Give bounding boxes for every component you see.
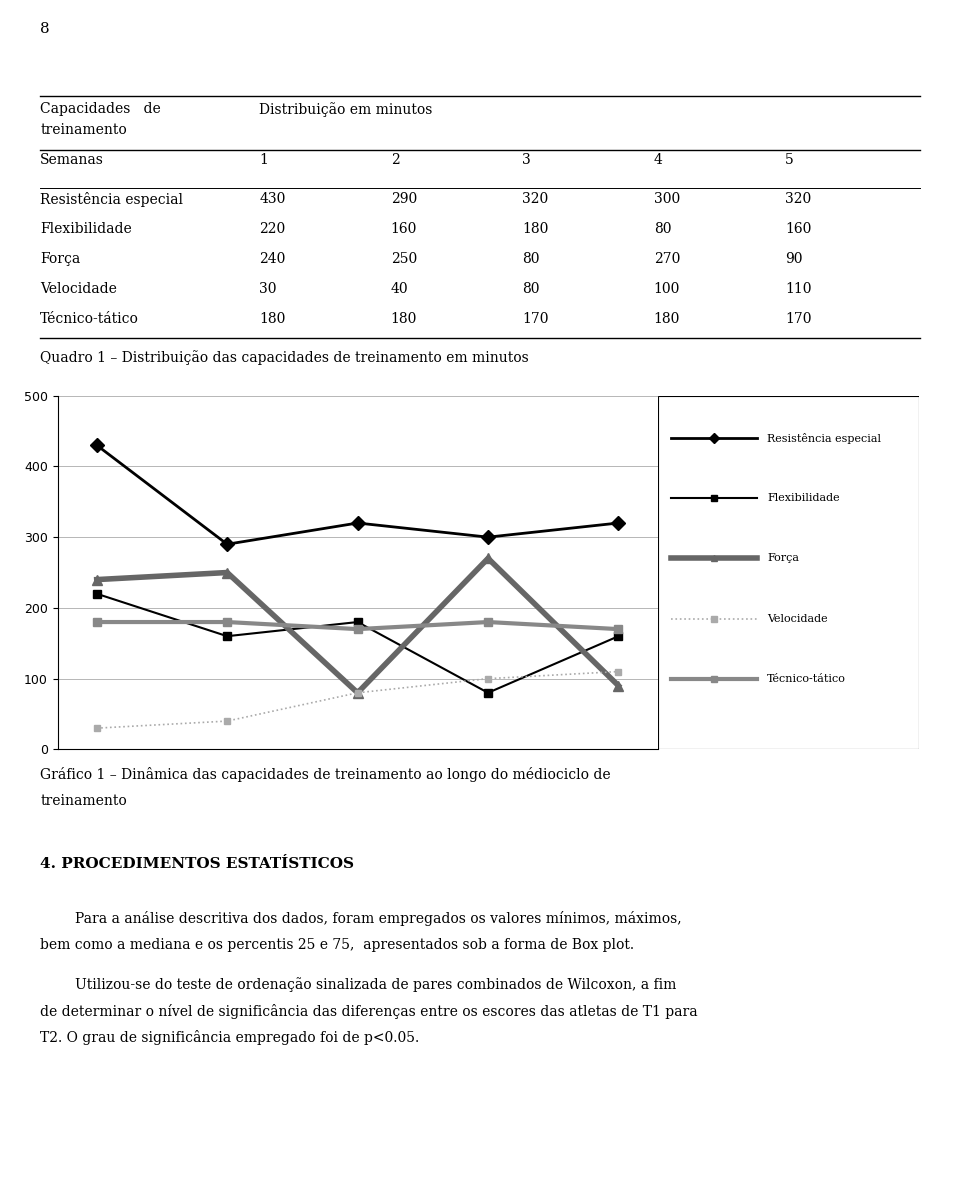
Text: 30: 30 xyxy=(259,282,276,296)
Text: 180: 180 xyxy=(654,312,680,326)
Text: 160: 160 xyxy=(391,222,417,236)
Text: Velocidade: Velocidade xyxy=(767,614,828,623)
Text: 290: 290 xyxy=(391,192,417,206)
Text: Força: Força xyxy=(767,554,800,564)
Text: 90: 90 xyxy=(785,252,803,266)
Text: Para a análise descritiva dos dados, foram empregados os valores mínimos, máximo: Para a análise descritiva dos dados, for… xyxy=(40,911,682,927)
Text: 180: 180 xyxy=(391,312,417,326)
Text: T2. O grau de significância empregado foi de p<0.05.: T2. O grau de significância empregado fo… xyxy=(40,1030,420,1046)
Text: 80: 80 xyxy=(522,282,540,296)
Text: 4: 4 xyxy=(654,153,662,168)
Text: 180: 180 xyxy=(522,222,548,236)
Text: 270: 270 xyxy=(654,252,680,266)
Text: 180: 180 xyxy=(259,312,285,326)
Text: 3: 3 xyxy=(522,153,531,168)
Text: 5: 5 xyxy=(785,153,794,168)
Text: Resistência especial: Resistência especial xyxy=(40,192,183,207)
Text: 170: 170 xyxy=(785,312,812,326)
Text: 2: 2 xyxy=(391,153,399,168)
Text: Resistência especial: Resistência especial xyxy=(767,433,881,444)
Text: 250: 250 xyxy=(391,252,417,266)
Text: Velocidade: Velocidade xyxy=(40,282,117,296)
Text: 320: 320 xyxy=(785,192,811,206)
Text: 170: 170 xyxy=(522,312,549,326)
Text: Capacidades   de: Capacidades de xyxy=(40,102,161,116)
Text: Semanas: Semanas xyxy=(40,153,105,168)
Text: Flexibilidade: Flexibilidade xyxy=(767,493,840,504)
Text: 80: 80 xyxy=(522,252,540,266)
Text: 110: 110 xyxy=(785,282,812,296)
Text: 220: 220 xyxy=(259,222,285,236)
Text: 160: 160 xyxy=(785,222,811,236)
Text: treinamento: treinamento xyxy=(40,794,127,808)
Text: Técnico-tático: Técnico-tático xyxy=(767,674,846,683)
Text: 80: 80 xyxy=(654,222,671,236)
Text: treinamento: treinamento xyxy=(40,123,127,138)
Text: de determinar o nível de significância das diferenças entre os escores das atlet: de determinar o nível de significância d… xyxy=(40,1004,698,1019)
Text: 240: 240 xyxy=(259,252,285,266)
Text: Técnico-tático: Técnico-tático xyxy=(40,312,139,326)
Text: 40: 40 xyxy=(391,282,408,296)
Text: 100: 100 xyxy=(654,282,680,296)
Text: 300: 300 xyxy=(654,192,680,206)
Text: Distribuição em minutos: Distribuição em minutos xyxy=(259,102,433,116)
Text: Quadro 1 – Distribuição das capacidades de treinamento em minutos: Quadro 1 – Distribuição das capacidades … xyxy=(40,350,529,364)
Text: Flexibilidade: Flexibilidade xyxy=(40,222,132,236)
Text: 320: 320 xyxy=(522,192,548,206)
Text: Força: Força xyxy=(40,252,81,266)
Text: 1: 1 xyxy=(259,153,268,168)
Text: Utilizou-se do teste de ordenação sinalizada de pares combinados de Wilcoxon, a : Utilizou-se do teste de ordenação sinali… xyxy=(40,977,677,992)
Text: Gráfico 1 – Dinâmica das capacidades de treinamento ao longo do médiociclo de: Gráfico 1 – Dinâmica das capacidades de … xyxy=(40,767,611,783)
Text: 8: 8 xyxy=(40,22,50,36)
Text: bem como a mediana e os percentis 25 e 75,  apresentados sob a forma de Box plot: bem como a mediana e os percentis 25 e 7… xyxy=(40,938,635,952)
Text: 430: 430 xyxy=(259,192,285,206)
Text: 4. PROCEDIMENTOS ESTATÍSTICOS: 4. PROCEDIMENTOS ESTATÍSTICOS xyxy=(40,857,354,872)
